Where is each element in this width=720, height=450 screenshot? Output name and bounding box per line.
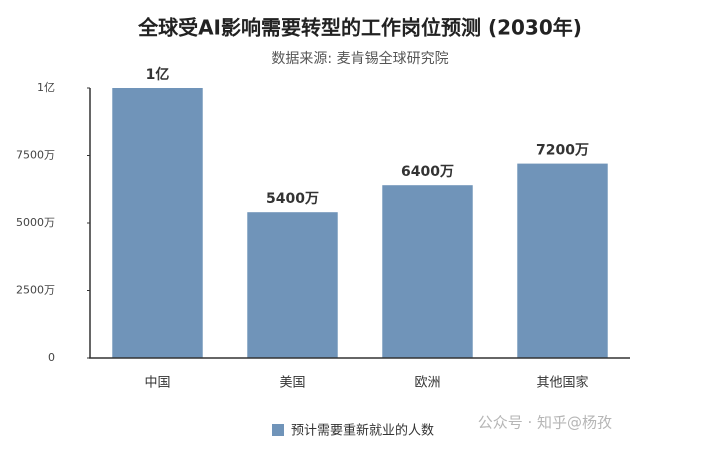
legend-label: 预计需要重新就业的人数	[291, 423, 434, 439]
x-tick-label: 美国	[279, 376, 305, 391]
y-tick-label: 2500万	[16, 284, 55, 297]
chart-subtitle: 数据来源: 麦肯锡全球研究院	[271, 50, 448, 67]
legend-swatch	[272, 424, 284, 436]
y-tick-label: 7500万	[16, 149, 55, 162]
bar	[517, 163, 608, 358]
value-label: 1亿	[146, 66, 170, 83]
bar	[112, 88, 203, 358]
x-tick-label: 中国	[144, 376, 170, 391]
chart-title: 全球受AI影响需要转型的工作岗位预测 (2030年)	[137, 16, 582, 40]
bar	[382, 185, 473, 358]
y-tick-label: 0	[48, 351, 55, 364]
value-label: 6400万	[401, 164, 454, 180]
y-tick-label: 5000万	[16, 216, 55, 229]
value-label: 5400万	[266, 191, 319, 207]
x-tick-label: 欧洲	[414, 376, 440, 391]
watermark: 公众号 · 知乎@杨孜	[478, 414, 612, 432]
value-label: 7200万	[536, 143, 589, 159]
bar	[247, 212, 338, 358]
x-tick-label: 其他国家	[536, 375, 588, 391]
y-tick-label: 1亿	[37, 81, 55, 94]
